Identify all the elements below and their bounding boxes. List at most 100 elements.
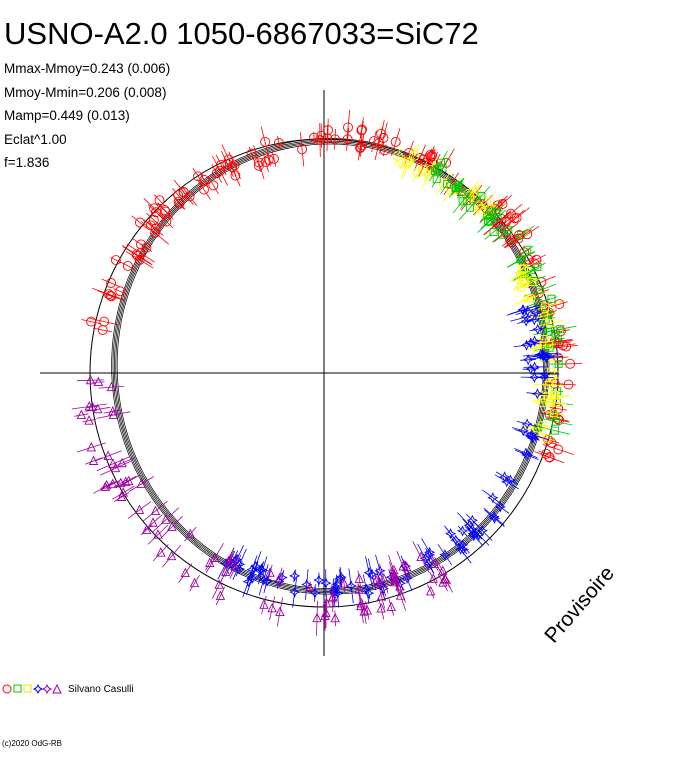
error-bar	[530, 310, 543, 315]
error-bar	[539, 417, 573, 426]
error-bar	[112, 485, 135, 500]
data-point-triangle	[108, 405, 118, 416]
data-point-square	[550, 426, 559, 435]
error-bar	[345, 109, 351, 146]
data-point-square	[546, 398, 555, 407]
error-bar	[101, 278, 121, 288]
error-bar	[371, 130, 377, 152]
data-point-triangle	[339, 578, 349, 588]
data-point-triangle	[265, 567, 275, 577]
data-point-circle	[323, 125, 333, 136]
error-bar	[152, 507, 180, 533]
error-bar	[464, 526, 483, 546]
data-point-square	[544, 340, 553, 349]
error-bar	[143, 500, 168, 522]
data-point-circle	[369, 136, 379, 147]
error-bar	[484, 509, 505, 528]
data-point-triangle	[356, 600, 366, 611]
data-point-star	[520, 447, 532, 459]
data-point-star	[528, 314, 540, 326]
data-point-circle	[148, 215, 159, 225]
error-bar	[388, 598, 395, 616]
data-point-circle	[342, 134, 353, 145]
data-point-circle	[230, 170, 241, 181]
error-bar	[403, 559, 411, 575]
error-bar	[82, 418, 96, 423]
error-bar	[550, 363, 568, 365]
error-bar	[126, 243, 155, 263]
error-bar	[483, 211, 511, 236]
error-bar	[367, 558, 377, 591]
error-bar	[378, 584, 385, 609]
error-bar	[436, 158, 449, 179]
data-point-triangle	[85, 374, 96, 385]
data-point-circle	[420, 157, 431, 168]
data-point-star	[345, 580, 357, 592]
error-bar	[113, 479, 128, 488]
data-point-star	[363, 587, 375, 599]
data-point-triangle	[389, 574, 400, 585]
error-bar	[211, 164, 222, 183]
error-bar	[455, 536, 470, 554]
data-point-circle	[492, 218, 503, 229]
stat-frequency: f=1.836	[4, 155, 50, 170]
error-bar	[110, 256, 122, 264]
error-bar	[378, 597, 385, 620]
error-bar	[449, 535, 472, 564]
data-point-triangle	[180, 567, 191, 578]
error-bar	[292, 576, 298, 608]
error-bar	[85, 406, 111, 412]
data-point-square	[533, 263, 542, 272]
data-point-circle	[184, 191, 195, 202]
error-bar	[527, 339, 542, 343]
error-bar	[211, 570, 227, 599]
data-point-triangle	[156, 547, 166, 557]
error-bar	[391, 128, 401, 156]
data-point-star	[423, 549, 436, 561]
data-point-star	[532, 323, 544, 335]
data-point-triangle	[84, 415, 94, 425]
error-bar	[453, 177, 465, 193]
error-bar	[515, 263, 533, 274]
error-bar	[357, 570, 362, 588]
data-point-triangle	[93, 403, 103, 414]
data-point-triangle	[150, 505, 161, 516]
error-bar	[334, 610, 336, 627]
data-point-square	[539, 312, 548, 321]
error-bar	[440, 173, 455, 195]
data-point-star	[423, 558, 435, 570]
data-point-circle	[223, 154, 234, 165]
data-point-star	[528, 371, 540, 383]
data-point-triangle	[76, 409, 87, 420]
error-bar	[543, 381, 557, 383]
chart-title: USNO-A2.0 1050-6867033=SiC72	[4, 16, 479, 51]
error-bar	[544, 382, 565, 385]
error-bar	[461, 186, 478, 206]
data-point-circle	[390, 136, 401, 147]
data-point-star	[242, 576, 254, 588]
error-bar	[528, 289, 550, 298]
data-point-star	[526, 428, 538, 441]
error-bar	[246, 555, 258, 584]
data-point-triangle	[438, 577, 448, 587]
error-bar	[276, 567, 283, 590]
data-point-square	[443, 179, 452, 188]
data-point-triangle	[312, 612, 322, 623]
error-bar	[529, 341, 545, 345]
data-point-triangle	[223, 555, 234, 566]
legend-star-icon	[41, 683, 53, 695]
data-point-square	[546, 319, 555, 328]
data-point-circle	[122, 260, 133, 271]
error-bar	[359, 133, 365, 158]
error-bar	[533, 422, 552, 428]
error-bar	[457, 525, 468, 537]
error-bar	[178, 185, 189, 199]
data-point-triangle	[136, 478, 147, 488]
error-bar	[525, 435, 540, 441]
data-point-circle	[135, 248, 146, 258]
error-bar	[508, 251, 536, 268]
data-point-circle	[297, 144, 308, 155]
data-point-star	[488, 512, 501, 524]
error-bar	[346, 127, 350, 151]
